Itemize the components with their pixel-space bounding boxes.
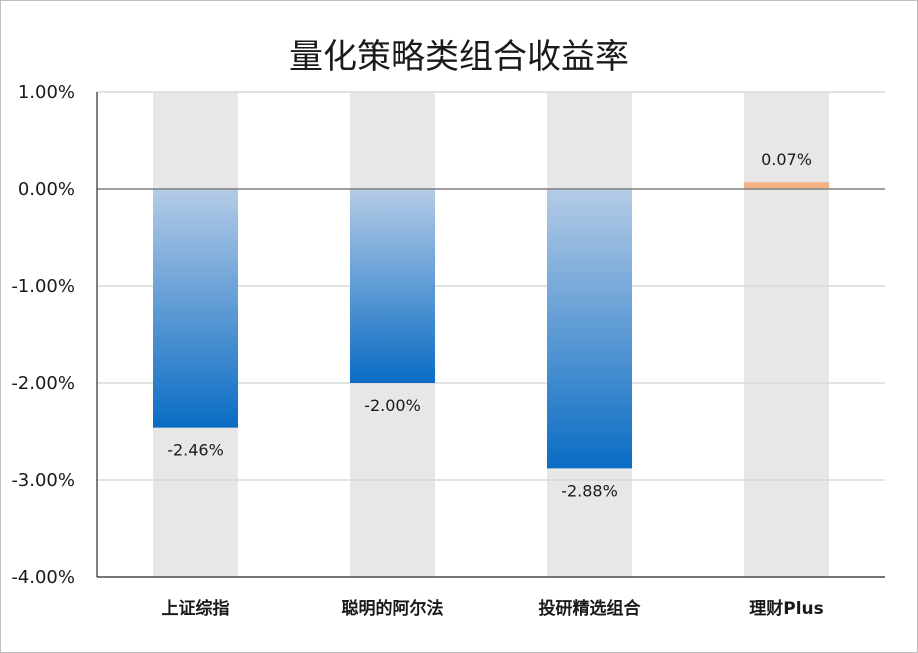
- y-tick-label: -3.00%: [11, 470, 75, 491]
- bar: [153, 189, 238, 428]
- x-category-label: 聪明的阿尔法: [342, 598, 444, 619]
- x-category-label: 理财Plus: [749, 598, 824, 619]
- data-label: -2.46%: [167, 441, 224, 460]
- bar: [744, 182, 829, 189]
- y-tick-label: -4.00%: [11, 567, 75, 588]
- y-tick-label: -2.00%: [11, 373, 75, 394]
- data-label: 0.07%: [761, 150, 812, 169]
- y-tick-label: 1.00%: [18, 82, 75, 103]
- y-tick-label: 0.00%: [18, 179, 75, 200]
- y-tick-label: -1.00%: [11, 276, 75, 297]
- bar: [350, 189, 435, 383]
- bar: [547, 189, 632, 469]
- x-category-label: 上证综指: [162, 598, 230, 619]
- background-column: [744, 92, 829, 577]
- data-label: -2.00%: [364, 396, 421, 415]
- chart-title: 量化策略类组合收益率: [289, 37, 629, 77]
- data-label: -2.88%: [561, 481, 618, 500]
- x-category-label: 投研精选组合: [539, 598, 642, 619]
